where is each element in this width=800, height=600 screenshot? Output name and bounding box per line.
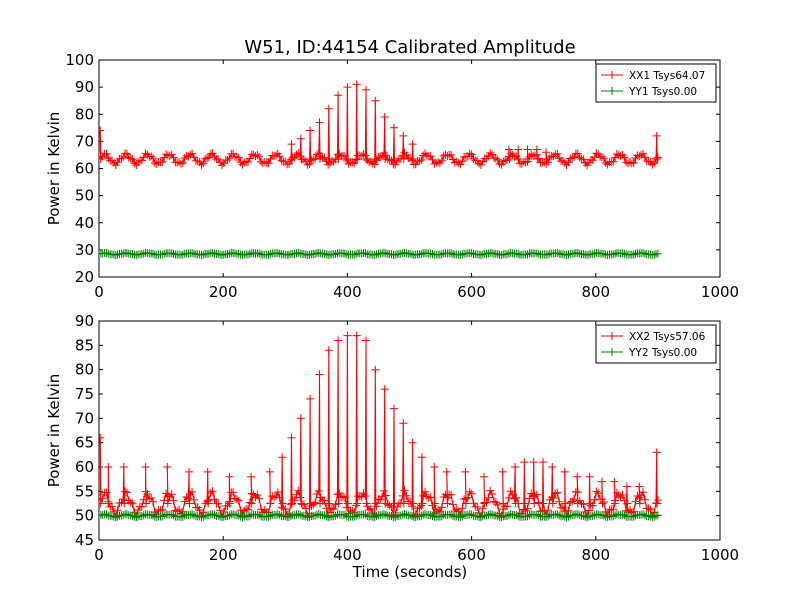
- legend-marker: [608, 87, 616, 95]
- x-tick-label: 1000: [701, 283, 739, 301]
- y-axis-label: Power in Kelvin: [45, 374, 63, 488]
- x-tick-label: 1000: [701, 546, 739, 564]
- legend-marker: [608, 348, 616, 356]
- y-tick-label: 50: [75, 507, 94, 525]
- y-tick-label: 45: [75, 531, 94, 549]
- y-tick-label: 100: [65, 51, 94, 69]
- legend-marker: [608, 71, 616, 79]
- x-tick-label: 800: [581, 283, 610, 301]
- series-xx: [99, 331, 662, 521]
- y-tick-label: 80: [75, 105, 94, 123]
- y-tick-label: 60: [75, 458, 94, 476]
- y-tick-label: 80: [75, 361, 94, 379]
- bottom-panel: 0 200 400 600 800 1000 45 50 55 60 65 70 75 80 85 90 Pow…: [45, 312, 739, 564]
- x-tick-label: 0: [94, 283, 104, 301]
- legend: XX2 Tsys57.06 YY2 Tsys0.00: [595, 324, 717, 364]
- y-tick-label: 30: [75, 241, 94, 259]
- y-tick-label: 55: [75, 482, 94, 500]
- y-tick-label: 65: [75, 434, 94, 452]
- y-tick-label: 50: [75, 187, 94, 205]
- series-markers: [99, 510, 662, 522]
- series-yy: [99, 248, 662, 259]
- legend-label: XX1 Tsys64.07: [629, 70, 705, 82]
- x-tick-label: 0: [94, 546, 104, 564]
- legend-label: YY2 Tsys0.00: [628, 347, 697, 359]
- y-tick-label: 70: [75, 132, 94, 150]
- x-tick-label: 200: [209, 546, 238, 564]
- top-panel: 0 200 400 600 800 1000 20 30 40 50 60 70 80 90 100 Powe…: [45, 51, 739, 301]
- x-tick-label: 400: [333, 546, 362, 564]
- series-markers: [99, 331, 662, 521]
- legend-marker: [608, 332, 616, 340]
- legend: XX1 Tsys64.07 YY1 Tsys0.00: [595, 63, 717, 103]
- x-tick-label: 400: [333, 283, 362, 301]
- legend-label: YY1 Tsys0.00: [628, 86, 697, 98]
- y-tick-label: 60: [75, 160, 94, 178]
- x-tick-label: 600: [457, 283, 486, 301]
- x-tick-label: 200: [209, 283, 238, 301]
- y-tick-label: 85: [75, 336, 94, 354]
- y-tick-label: 75: [75, 385, 94, 403]
- series-xx: [99, 80, 662, 170]
- y-tick-label: 20: [75, 268, 94, 286]
- series-markers: [99, 248, 662, 259]
- legend-label: XX2 Tsys57.06: [629, 331, 706, 343]
- x-axis-label: Time (seconds): [352, 563, 468, 581]
- plot-frame: [98, 320, 721, 541]
- chart-title: W51, ID:44154 Calibrated Amplitude: [244, 37, 575, 58]
- x-tick-label: 800: [581, 546, 610, 564]
- y-tick-label: 90: [75, 312, 94, 330]
- y-axis-label: Power in Kelvin: [45, 112, 63, 226]
- x-tick-label: 600: [457, 546, 486, 564]
- y-tick-label: 90: [75, 78, 94, 96]
- y-tick-label: 70: [75, 409, 94, 427]
- series-yy: [99, 510, 662, 522]
- y-tick-label: 40: [75, 214, 94, 232]
- series-markers: [99, 80, 662, 170]
